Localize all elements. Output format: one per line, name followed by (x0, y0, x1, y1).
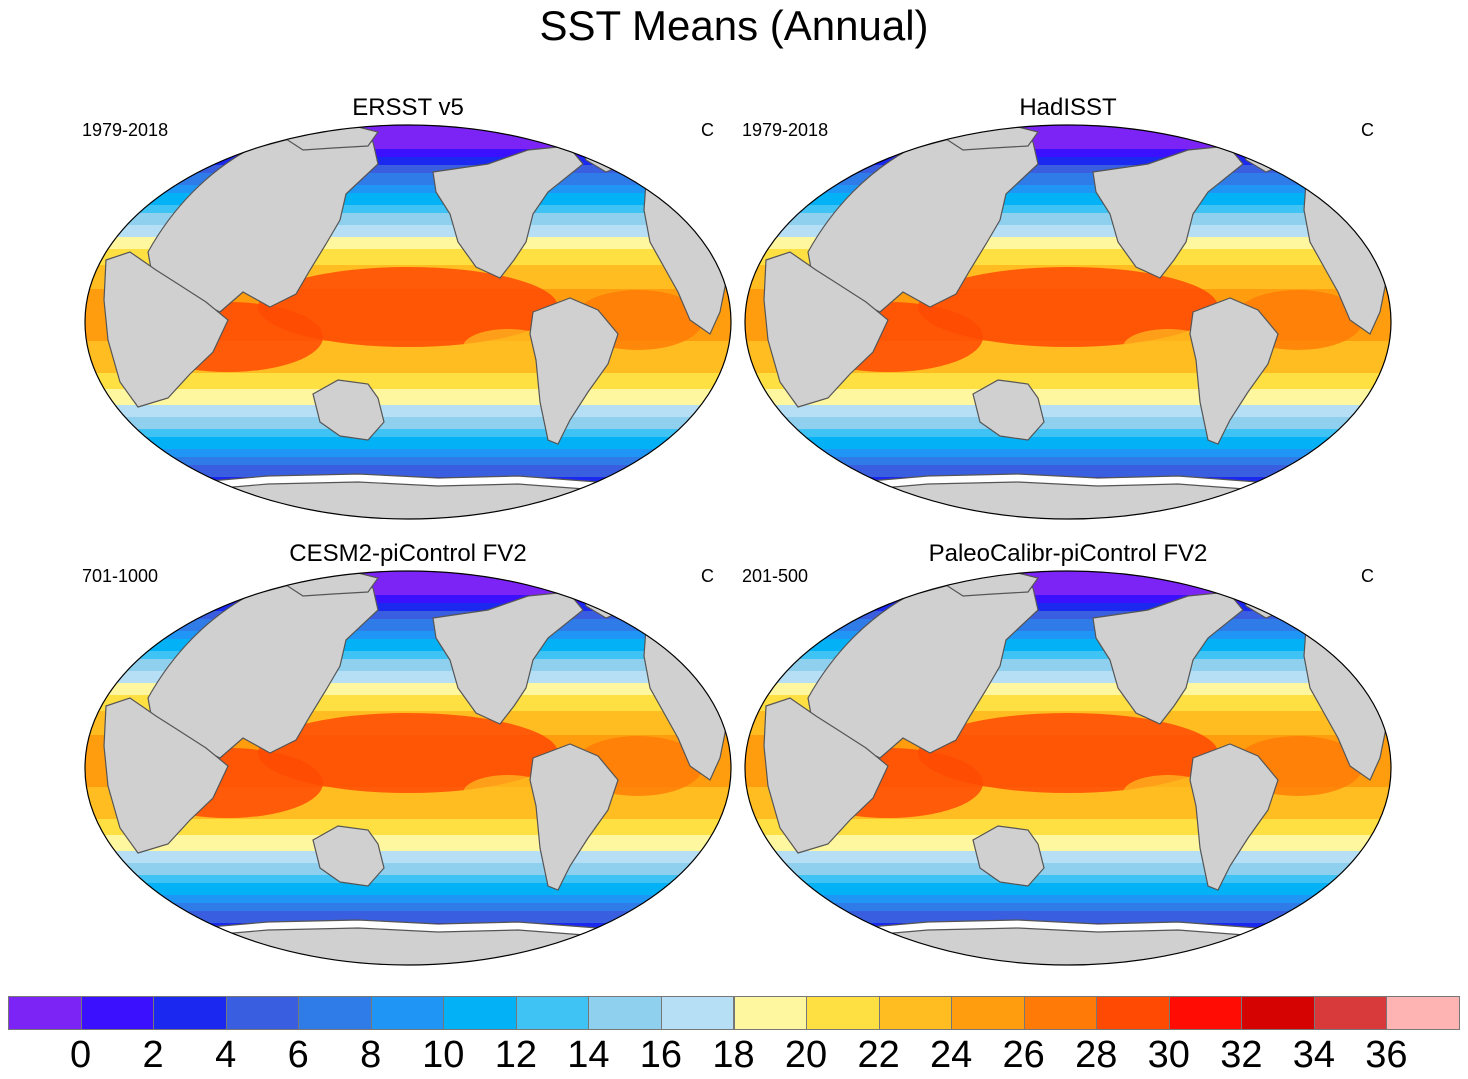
colorbar-label: 22 (857, 1034, 900, 1076)
colorbar-box (1023, 996, 1098, 1030)
colorbar-box (1313, 996, 1388, 1030)
colorbar-label: 18 (712, 1034, 755, 1076)
figure-title: SST Means (Annual) (539, 2, 929, 49)
panel-unit: C (1361, 120, 1374, 140)
colorbar-box (588, 996, 662, 1030)
sst-map (84, 570, 732, 966)
colorbar-box (1168, 996, 1243, 1030)
colorbar-label: 28 (1075, 1034, 1118, 1076)
colorbar-label: 8 (360, 1034, 382, 1076)
colorbar-box (298, 996, 372, 1030)
colorbar (8, 996, 1460, 1030)
panel-title: CESM2-piControl FV2 (289, 540, 527, 567)
colorbar-box (1386, 996, 1460, 1030)
colorbar-box (878, 996, 953, 1030)
map-panel-paleocalibr: PaleoCalibr-piControl FV2 201-500 C (738, 540, 1398, 988)
colorbar-label: 14 (567, 1034, 610, 1076)
colorbar-label: 34 (1292, 1034, 1336, 1076)
colorbar-label: 12 (494, 1034, 537, 1076)
panel-title: ERSST v5 (352, 94, 464, 121)
panel-period: 1979-2018 (742, 120, 829, 140)
panel-period: 701-1000 (82, 566, 159, 586)
sst-map (744, 124, 1392, 520)
colorbar-box (1241, 996, 1315, 1030)
map-panel-hadisst: HadISST 1979-2018 C (738, 94, 1398, 542)
panel-unit: C (701, 120, 714, 140)
panel-period: 201-500 (742, 566, 809, 586)
colorbar-box (1096, 996, 1170, 1030)
colorbar-label: 36 (1365, 1034, 1408, 1076)
colorbar-box (660, 996, 735, 1030)
colorbar-label: 20 (784, 1034, 828, 1076)
colorbar-box (806, 996, 880, 1030)
colorbar-box (153, 996, 227, 1030)
colorbar-box (8, 996, 82, 1030)
colorbar-box (80, 996, 155, 1030)
colorbar-label: 26 (1002, 1034, 1045, 1076)
map-panel-cesm2: CESM2-piControl FV2 701-1000 C (78, 540, 738, 988)
sst-map (744, 570, 1392, 966)
colorbar-label: 24 (930, 1034, 973, 1076)
colorbar-box (733, 996, 808, 1030)
panel-unit: C (1361, 566, 1374, 586)
colorbar-label: 16 (639, 1034, 683, 1076)
map-panel-ersst: ERSST v5 1979-2018 C (78, 94, 738, 542)
colorbar-box (951, 996, 1025, 1030)
colorbar-label: 32 (1220, 1034, 1263, 1076)
colorbar-label: 10 (422, 1034, 465, 1076)
colorbar-label: 4 (215, 1034, 237, 1076)
panel-title: PaleoCalibr-piControl FV2 (928, 540, 1208, 567)
colorbar-box (370, 996, 445, 1030)
colorbar-box (225, 996, 300, 1030)
colorbar-box (515, 996, 590, 1030)
colorbar-label: 2 (142, 1034, 164, 1076)
colorbar-label: 0 (69, 1034, 92, 1076)
panel-unit: C (701, 566, 714, 586)
colorbar-label: 30 (1147, 1034, 1190, 1076)
panel-period: 1979-2018 (82, 120, 169, 140)
panel-title: HadISST (1019, 94, 1117, 121)
sst-map (84, 124, 732, 520)
colorbar-box (443, 996, 517, 1030)
colorbar-label: 6 (287, 1034, 309, 1076)
